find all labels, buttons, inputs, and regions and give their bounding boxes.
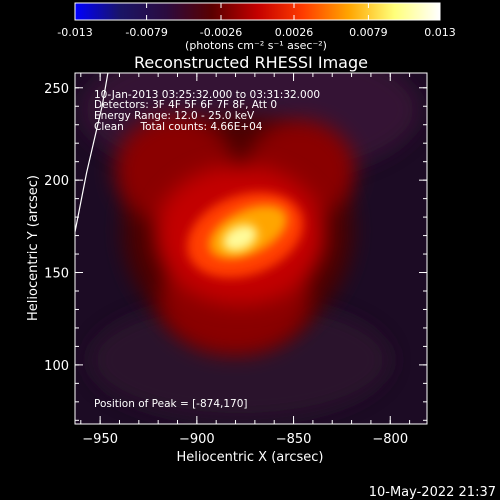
peak-position-label: Position of Peak = [-874,170] [94,398,248,410]
purple-haze-bottom [90,300,390,420]
timestamp: 10-May-2022 21:37 [369,485,496,500]
colorbar-ticks: -0.013 -0.0079 -0.0026 0.0026 0.0079 0.013 [57,3,456,39]
y-tick-label: 200 [44,174,69,189]
annotation-line-time: 10-Jan-2013 03:25:32.000 to 03:31:32.000 [94,89,320,101]
colorbar-tick-label: -0.0026 [200,26,242,39]
annotation-line-counts: Clean Total counts: 4.66E+04 [94,121,263,133]
x-tick-label: −950 [82,432,118,447]
colorbar-tick-label: 0.0079 [349,26,388,39]
colorbar [74,2,441,21]
annotation-block: 10-Jan-2013 03:25:32.000 to 03:31:32.000… [94,89,320,133]
colorbar-tick-label: 0.0026 [275,26,314,39]
y-tick-label: 100 [44,359,69,374]
y-axis-label: Heliocentric Y (arcsec) [26,175,41,321]
y-axis-ticks: 100 150 200 250 [44,82,427,421]
x-tick-label: −800 [372,432,408,447]
annotation-line-detectors: Detectors: 3F 4F 5F 6F 7F 8F, Att 0 [94,99,277,111]
chart-title: Reconstructed RHESSI Image [134,53,368,72]
annotation-line-energy: Energy Range: 12.0 - 25.0 keV [94,110,255,122]
x-axis-label: Heliocentric X (arcsec) [177,450,324,465]
colorbar-unit-label: (photons cm⁻² s⁻¹ asec⁻²) [185,39,327,52]
x-tick-label: −850 [276,432,312,447]
peak-spot [222,224,258,252]
colorbar-tick-label: -0.013 [57,26,92,39]
x-tick-label: −900 [179,432,215,447]
y-tick-label: 150 [44,267,69,282]
plot-frame [74,72,428,425]
colorbar-tick-label: 0.013 [424,26,456,39]
y-tick-label: 250 [44,82,69,97]
heatmap-image [75,73,427,424]
x-axis-ticks: −950 −900 −850 −800 [80,73,411,447]
solar-limb-line [75,73,109,233]
colorbar-tick-label: -0.0079 [125,26,167,39]
